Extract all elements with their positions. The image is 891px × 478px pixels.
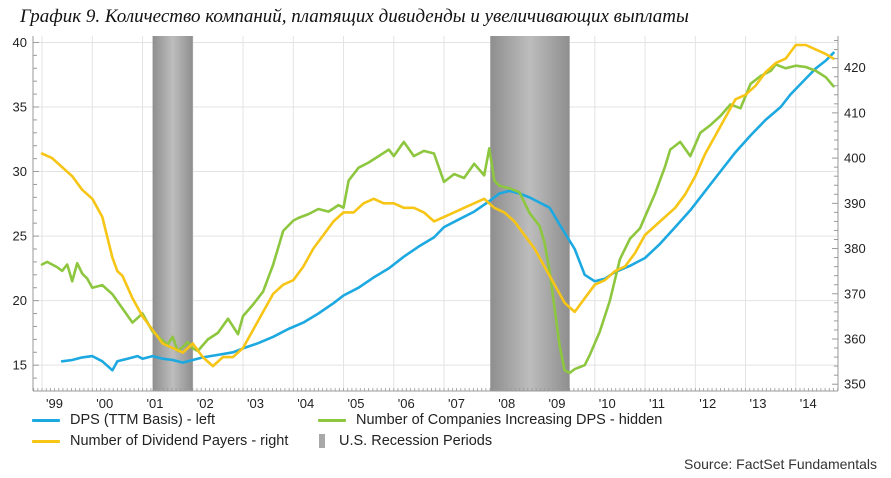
x-tick-label: '05 <box>348 396 365 411</box>
legend: DPS (TTM Basis) - left Number of Compani… <box>32 412 792 452</box>
x-tick-label: '12 <box>699 396 716 411</box>
chart-title: График 9. Количество компаний, платящих … <box>20 6 689 27</box>
x-tick-label: '06 <box>398 396 415 411</box>
legend-label-recession: U.S. Recession Periods <box>339 433 493 449</box>
y-axis-left: 15 20 25 30 35 40 <box>13 35 39 379</box>
recession-band <box>152 36 193 391</box>
x-tick-label: '11 <box>649 396 665 411</box>
x-tick-label: '14 <box>800 396 817 411</box>
y-right-tick-label: 380 <box>844 241 866 256</box>
y-left-tick-label: 40 <box>13 35 27 50</box>
source-note: Source: FactSet Fundamentals <box>684 456 877 472</box>
x-tick-label: '00 <box>96 396 113 411</box>
y-right-tick-label: 400 <box>844 151 866 166</box>
x-tick-label: '10 <box>599 396 616 411</box>
y-right-tick-label: 370 <box>844 286 866 301</box>
y-right-tick-label: 410 <box>844 105 866 120</box>
y-right-tick-label: 350 <box>844 377 866 392</box>
y-left-tick-label: 25 <box>13 229 27 244</box>
legend-swatch-payers <box>32 439 60 443</box>
x-tick-label: '13 <box>750 396 767 411</box>
legend-item-increasing: Number of Companies Increasing DPS - hid… <box>318 412 662 428</box>
x-tick-label: '07 <box>448 396 465 411</box>
x-axis: '99 '00 '01 '02 '03 '04 '05 '06 '07 '08 '09 '10 '11 '… <box>33 388 839 411</box>
y-left-tick-label: 15 <box>13 358 27 373</box>
x-tick-label: '99 <box>46 396 63 411</box>
y-axis-right: 350 360 370 380 390 400 410 420 <box>832 40 866 392</box>
legend-item-recession: U.S. Recession Periods <box>308 433 492 449</box>
x-tick-label: '01 <box>147 396 164 411</box>
series-line-0 <box>60 51 835 372</box>
legend-label-increasing: Number of Companies Increasing DPS - hid… <box>356 412 663 428</box>
legend-item-dps: DPS (TTM Basis) - left <box>32 412 215 428</box>
y-right-tick-label: 420 <box>844 60 866 75</box>
series-line-1 <box>40 63 835 375</box>
legend-label-payers: Number of Dividend Payers - right <box>70 433 289 449</box>
legend-swatch-dps <box>32 418 60 422</box>
x-tick-label: '08 <box>498 396 515 411</box>
legend-item-payers: Number of Dividend Payers - right <box>32 433 288 449</box>
legend-swatch-recession <box>319 434 325 448</box>
x-tick-label: '03 <box>247 396 264 411</box>
legend-swatch-increasing <box>318 418 346 422</box>
y-right-tick-label: 390 <box>844 196 866 211</box>
x-tick-label: '04 <box>297 396 314 411</box>
y-left-tick-label: 35 <box>13 100 27 115</box>
series-lines <box>40 43 835 375</box>
x-tick-label: '09 <box>549 396 566 411</box>
legend-label-dps: DPS (TTM Basis) - left <box>70 412 216 428</box>
x-tick-label: '02 <box>197 396 214 411</box>
y-right-tick-label: 360 <box>844 331 866 346</box>
y-left-tick-label: 20 <box>13 293 27 308</box>
series-line-2 <box>40 43 835 368</box>
y-left-tick-label: 30 <box>13 164 27 179</box>
